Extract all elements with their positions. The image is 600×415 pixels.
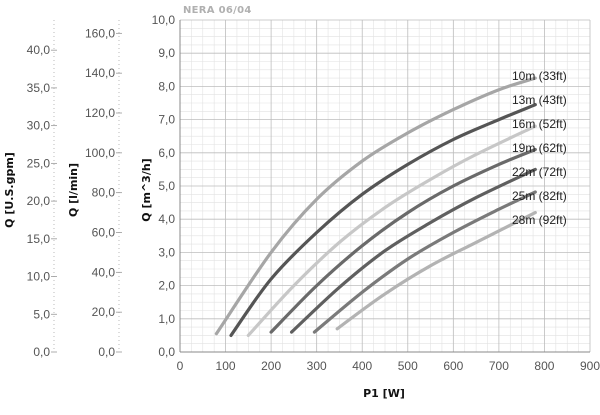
series-curve-2 [229, 103, 537, 337]
series-curve-4 [269, 147, 537, 334]
series-label-4: 19m (62ft) [512, 141, 567, 155]
gpm-tick-label: 10,0 [27, 270, 51, 284]
y-tick-label: 1,0 [158, 312, 175, 326]
x-tick-label: 800 [534, 359, 554, 373]
lmin-tick-label: 20,0 [92, 305, 116, 319]
y-tick-label: 9,0 [158, 46, 175, 60]
series-curves [214, 76, 537, 337]
series-curve-3 [246, 124, 537, 337]
lmin-tick-label: 60,0 [92, 226, 116, 240]
series-label-5: 22m (72ft) [512, 165, 567, 179]
x-tick-label: 500 [398, 359, 418, 373]
series-curve-6 [312, 190, 537, 334]
gpm-tick-label: 0,0 [33, 345, 50, 359]
x-tick-label: 900 [580, 359, 600, 373]
lmin-tick-label: 120,0 [85, 106, 115, 120]
lmin-tick-label: 40,0 [92, 265, 116, 279]
x-tick-label: 100 [216, 359, 236, 373]
chart-title: NERA 06/04 [183, 5, 252, 16]
series-label-1: 10m (33ft) [512, 69, 567, 83]
gpm-tick-label: 20,0 [27, 194, 51, 208]
y-tick-label: 7,0 [158, 113, 175, 127]
series-curve-1 [214, 76, 537, 336]
gpm-tick-label: 40,0 [27, 43, 51, 57]
series-label-3: 16m (52ft) [512, 117, 567, 131]
secondary-axis-lmin-title: Q [l/min] [67, 163, 80, 217]
series-curve-5 [290, 167, 537, 334]
lmin-tick-label: 160,0 [85, 26, 115, 40]
gpm-tick-label: 5,0 [33, 307, 50, 321]
lmin-tick-label: 140,0 [85, 66, 115, 80]
y-tick-label: 0,0 [158, 345, 175, 359]
gpm-tick-label: 35,0 [27, 81, 51, 95]
x-tick-label: 0 [177, 359, 184, 373]
y-tick-label: 4,0 [158, 212, 175, 226]
x-axis-title: P1 [W] [363, 387, 405, 400]
secondary-axis-gpm-title: Q [U.S.gpm] [3, 152, 16, 228]
series-label-2: 13m (43ft) [512, 93, 567, 107]
y-tick-label: 8,0 [158, 79, 175, 93]
x-tick-label: 400 [352, 359, 372, 373]
series-label-7: 28m (92ft) [512, 213, 567, 227]
x-tick-label: 300 [307, 359, 327, 373]
lmin-tick-label: 80,0 [92, 186, 116, 200]
gpm-tick-label: 25,0 [27, 156, 51, 170]
series-curve-7 [335, 211, 537, 331]
y-tick-label: 2,0 [158, 279, 175, 293]
y-tick-label: 3,0 [158, 245, 175, 259]
y-axis-title: Q [m^3/h] [140, 158, 153, 221]
x-tick-label: 600 [443, 359, 463, 373]
y-tick-label: 6,0 [158, 146, 175, 160]
y-tick-label: 5,0 [158, 179, 175, 193]
lmin-tick-label: 100,0 [85, 146, 115, 160]
series-labels: 10m (33ft) 13m (43ft) 16m (52ft) 19m (62ft)… [512, 69, 567, 227]
series-label-6: 25m (82ft) [512, 189, 567, 203]
x-tick-label: 200 [261, 359, 281, 373]
y-tick-label: 10,0 [152, 13, 176, 27]
x-tick-label: 700 [489, 359, 509, 373]
gpm-tick-label: 30,0 [27, 119, 51, 133]
lmin-tick-label: 0,0 [98, 345, 115, 359]
axes: 0 100 200 300 400 500 600 700 800 900 0,0 1,0 2,0 3,0… [27, 13, 600, 373]
gpm-tick-label: 15,0 [27, 232, 51, 246]
